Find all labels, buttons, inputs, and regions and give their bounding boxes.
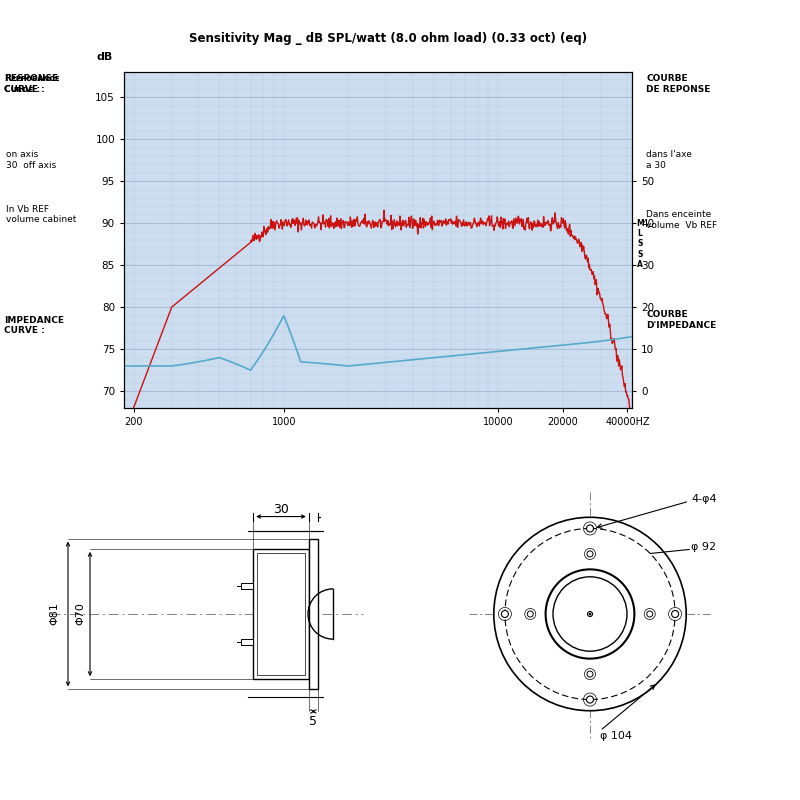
Text: on axis
30  off axis: on axis 30 off axis bbox=[6, 150, 57, 170]
Text: Φ81: Φ81 bbox=[49, 602, 59, 626]
Text: 5: 5 bbox=[310, 715, 318, 728]
Text: φ 92: φ 92 bbox=[691, 542, 716, 553]
Circle shape bbox=[494, 518, 686, 710]
Text: dB: dB bbox=[96, 52, 112, 62]
Circle shape bbox=[502, 610, 509, 618]
Bar bbox=[309, 538, 318, 690]
Circle shape bbox=[553, 577, 627, 651]
Circle shape bbox=[646, 611, 653, 617]
Circle shape bbox=[546, 570, 634, 658]
Text: Rᴇᴘᴘᴏᴇᴀɴᴄᴇ
Cᴜʀᴅᴇ :: Rᴇᴘᴘᴏᴇᴀɴᴄᴇ Cᴜʀᴅᴇ : bbox=[4, 74, 60, 94]
Text: Dans enceinte
volume  Vb REF: Dans enceinte volume Vb REF bbox=[646, 210, 718, 230]
Text: 30: 30 bbox=[273, 503, 289, 516]
Circle shape bbox=[586, 696, 594, 703]
Text: In Vb REF
volume cabinet: In Vb REF volume cabinet bbox=[6, 205, 77, 224]
Circle shape bbox=[527, 611, 534, 617]
Text: Φ70: Φ70 bbox=[75, 602, 85, 626]
Circle shape bbox=[589, 613, 590, 615]
Text: Sensitivity Mag _ dB SPL/watt (8.0 ohm load) (0.33 oct) (eq): Sensitivity Mag _ dB SPL/watt (8.0 ohm l… bbox=[189, 32, 587, 45]
Circle shape bbox=[587, 671, 593, 677]
Text: IMPEDANCE
CURVE :: IMPEDANCE CURVE : bbox=[4, 316, 64, 335]
Circle shape bbox=[587, 551, 593, 557]
Text: dans l'axe
a 30: dans l'axe a 30 bbox=[646, 150, 692, 170]
Text: COURBE
D'IMPEDANCE: COURBE D'IMPEDANCE bbox=[646, 310, 717, 330]
Bar bbox=[254, 549, 309, 679]
Text: φ 104: φ 104 bbox=[600, 731, 632, 741]
Text: 4-φ4: 4-φ4 bbox=[691, 494, 717, 504]
Bar bbox=[242, 639, 254, 645]
Circle shape bbox=[586, 525, 594, 532]
Text: RESPONSE
CURVE :: RESPONSE CURVE : bbox=[4, 74, 58, 94]
Bar bbox=[258, 553, 305, 675]
Text: COURBE
DE REPONSE: COURBE DE REPONSE bbox=[646, 74, 710, 94]
Circle shape bbox=[672, 610, 678, 618]
Bar bbox=[242, 583, 254, 589]
Text: M
L
S
S
A: M L S S A bbox=[636, 218, 644, 270]
